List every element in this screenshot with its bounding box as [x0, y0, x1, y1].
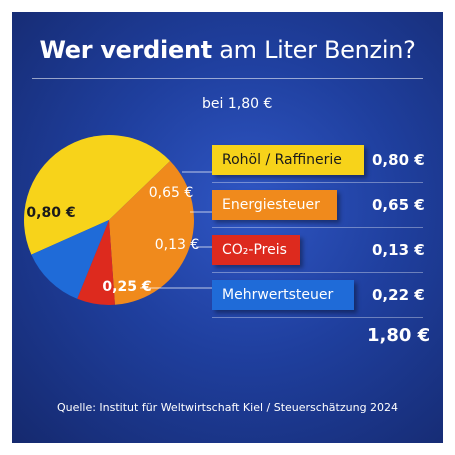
value-energiesteuer: 0,65 €	[372, 196, 425, 214]
pie-chart: 0,80 € 0,65 € 0,13 € 0,25 €	[24, 135, 212, 305]
row-divider	[212, 317, 423, 318]
value-mehrwertsteuer: 0,22 €	[372, 286, 425, 304]
total-value: 1,80 €	[367, 325, 431, 346]
title-rest: am Liter Benzin?	[211, 36, 416, 64]
pie-slice	[77, 220, 115, 305]
value-rohoel: 0,80 €	[372, 151, 425, 169]
row-divider	[212, 182, 423, 183]
infographic-card: Wer verdient am Liter Benzin? bei 1,80 €…	[12, 12, 443, 443]
value-co2-preis: 0,13 €	[372, 241, 425, 259]
legend-bar-rohoel: Rohöl / Raffinerie	[212, 145, 364, 175]
chart-title: Wer verdient am Liter Benzin?	[12, 36, 443, 64]
legend-bar-mehrwertsteuer: Mehrwertsteuer	[212, 280, 354, 310]
title-divider	[32, 78, 423, 79]
legend-bar-co2-preis: CO₂-Preis	[212, 235, 300, 265]
row-divider	[212, 272, 423, 273]
pie-slice-label: 0,80 €	[26, 205, 75, 221]
pie-slice	[31, 220, 110, 299]
legend-bar-energiesteuer: Energiesteuer	[212, 190, 337, 220]
row-divider	[212, 227, 423, 228]
source-note: Quelle: Institut für Weltwirtschaft Kiel…	[56, 401, 399, 414]
pie-slice	[24, 135, 171, 255]
pie-slice-label: 0,25 €	[102, 279, 151, 295]
chart-subtitle: bei 1,80 €	[202, 96, 273, 112]
pie-slice	[109, 160, 194, 305]
pie-slice-label: 0,13 €	[155, 237, 200, 253]
pie-slice-label: 0,65 €	[149, 185, 194, 201]
title-bold: Wer verdient	[39, 36, 212, 64]
